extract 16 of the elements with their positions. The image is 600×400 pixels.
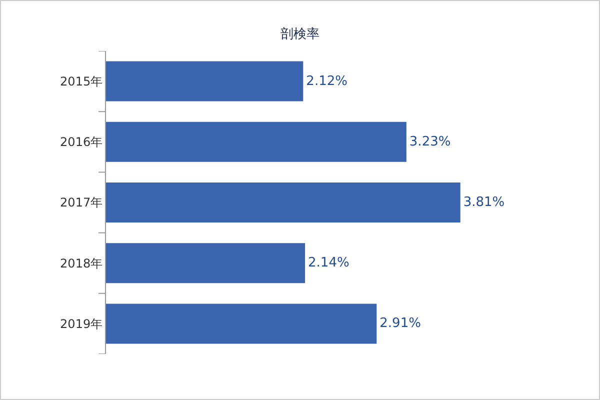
data-label: 3.81% [463,195,505,210]
bar [106,122,406,162]
bar [106,182,460,222]
bar [106,304,377,344]
y-tick-label: 2019年 [60,316,103,331]
bar [106,243,306,284]
bar [106,61,304,102]
chart-title: 剖検率 [280,26,320,42]
data-label: 2.14% [308,256,350,271]
y-tick-label: 2015年 [60,74,103,88]
data-label: 3.23% [409,134,451,150]
data-label: 2.91% [380,316,421,332]
y-tick-label: 2017年 [60,196,103,210]
y-tick-label: 2016年 [60,135,103,150]
y-tick-label: 2018年 [60,256,103,270]
data-label: 2.12% [306,74,348,89]
